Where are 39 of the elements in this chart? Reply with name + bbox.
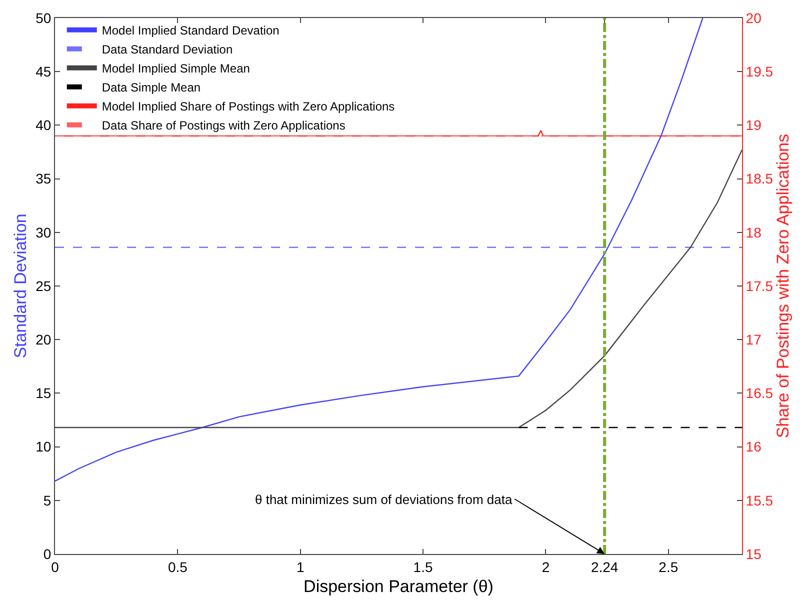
y-tick-label: 40 <box>36 117 52 134</box>
y-tick-label: 35 <box>36 170 52 187</box>
y-tick-label: 0 <box>43 546 52 562</box>
y2-tick-label: 20 <box>746 10 762 26</box>
legend-label: Model Implied Share of Postings with Zero Applications <box>102 100 395 114</box>
x-axis-title: Dispersion Parameter (θ) <box>304 577 494 596</box>
x-tick-label: 0.5 <box>168 558 188 575</box>
x-tick-label: 2.24 <box>590 558 618 575</box>
y-tick-label: 45 <box>36 64 52 80</box>
y2-tick-label: 16.5 <box>746 385 774 402</box>
y-axis-title: Standard Deviation <box>11 214 30 358</box>
legend-label: Data Simple Mean <box>102 80 201 94</box>
y2-tick-label: 19.5 <box>746 64 774 80</box>
y2-tick-label: 16 <box>746 438 762 455</box>
legend-label: Data Share of Postings with Zero Applications <box>102 118 346 132</box>
y2-tick-label: 15 <box>746 546 762 562</box>
y2-tick-label: 15.5 <box>746 492 774 508</box>
y2-tick-label: 17.5 <box>746 278 774 294</box>
y-tick-label: 10 <box>36 438 52 455</box>
x-tick-label: 2.5 <box>658 558 678 575</box>
y2-tick-label: 18 <box>746 224 762 240</box>
annotation: θ that minimizes sum of deviations from data <box>255 492 513 507</box>
y2-tick-label: 17 <box>746 332 762 348</box>
legend-label: Model Implied Standard Devation <box>102 24 280 38</box>
y-tick-label: 5 <box>43 492 52 508</box>
y-tick-label: 30 <box>36 224 52 240</box>
legend-label: Data Standard Deviation <box>102 42 233 56</box>
legend-label: Model Implied Simple Mean <box>102 62 250 76</box>
y-tick-label: 50 <box>36 10 52 26</box>
x-tick-label: 2 <box>542 558 550 575</box>
y2-tick-label: 19 <box>746 117 762 134</box>
y2-tick-label: 18.5 <box>746 170 774 187</box>
y-tick-label: 15 <box>36 385 52 402</box>
y-tick-label: 20 <box>36 332 52 348</box>
x-tick-label: 1 <box>296 558 304 575</box>
y-tick-label: 25 <box>36 278 52 294</box>
y2-axis-title: Share of Postings with Zero Applications <box>774 134 793 438</box>
line-series <box>55 18 704 482</box>
x-tick-label: 1.5 <box>413 558 433 575</box>
